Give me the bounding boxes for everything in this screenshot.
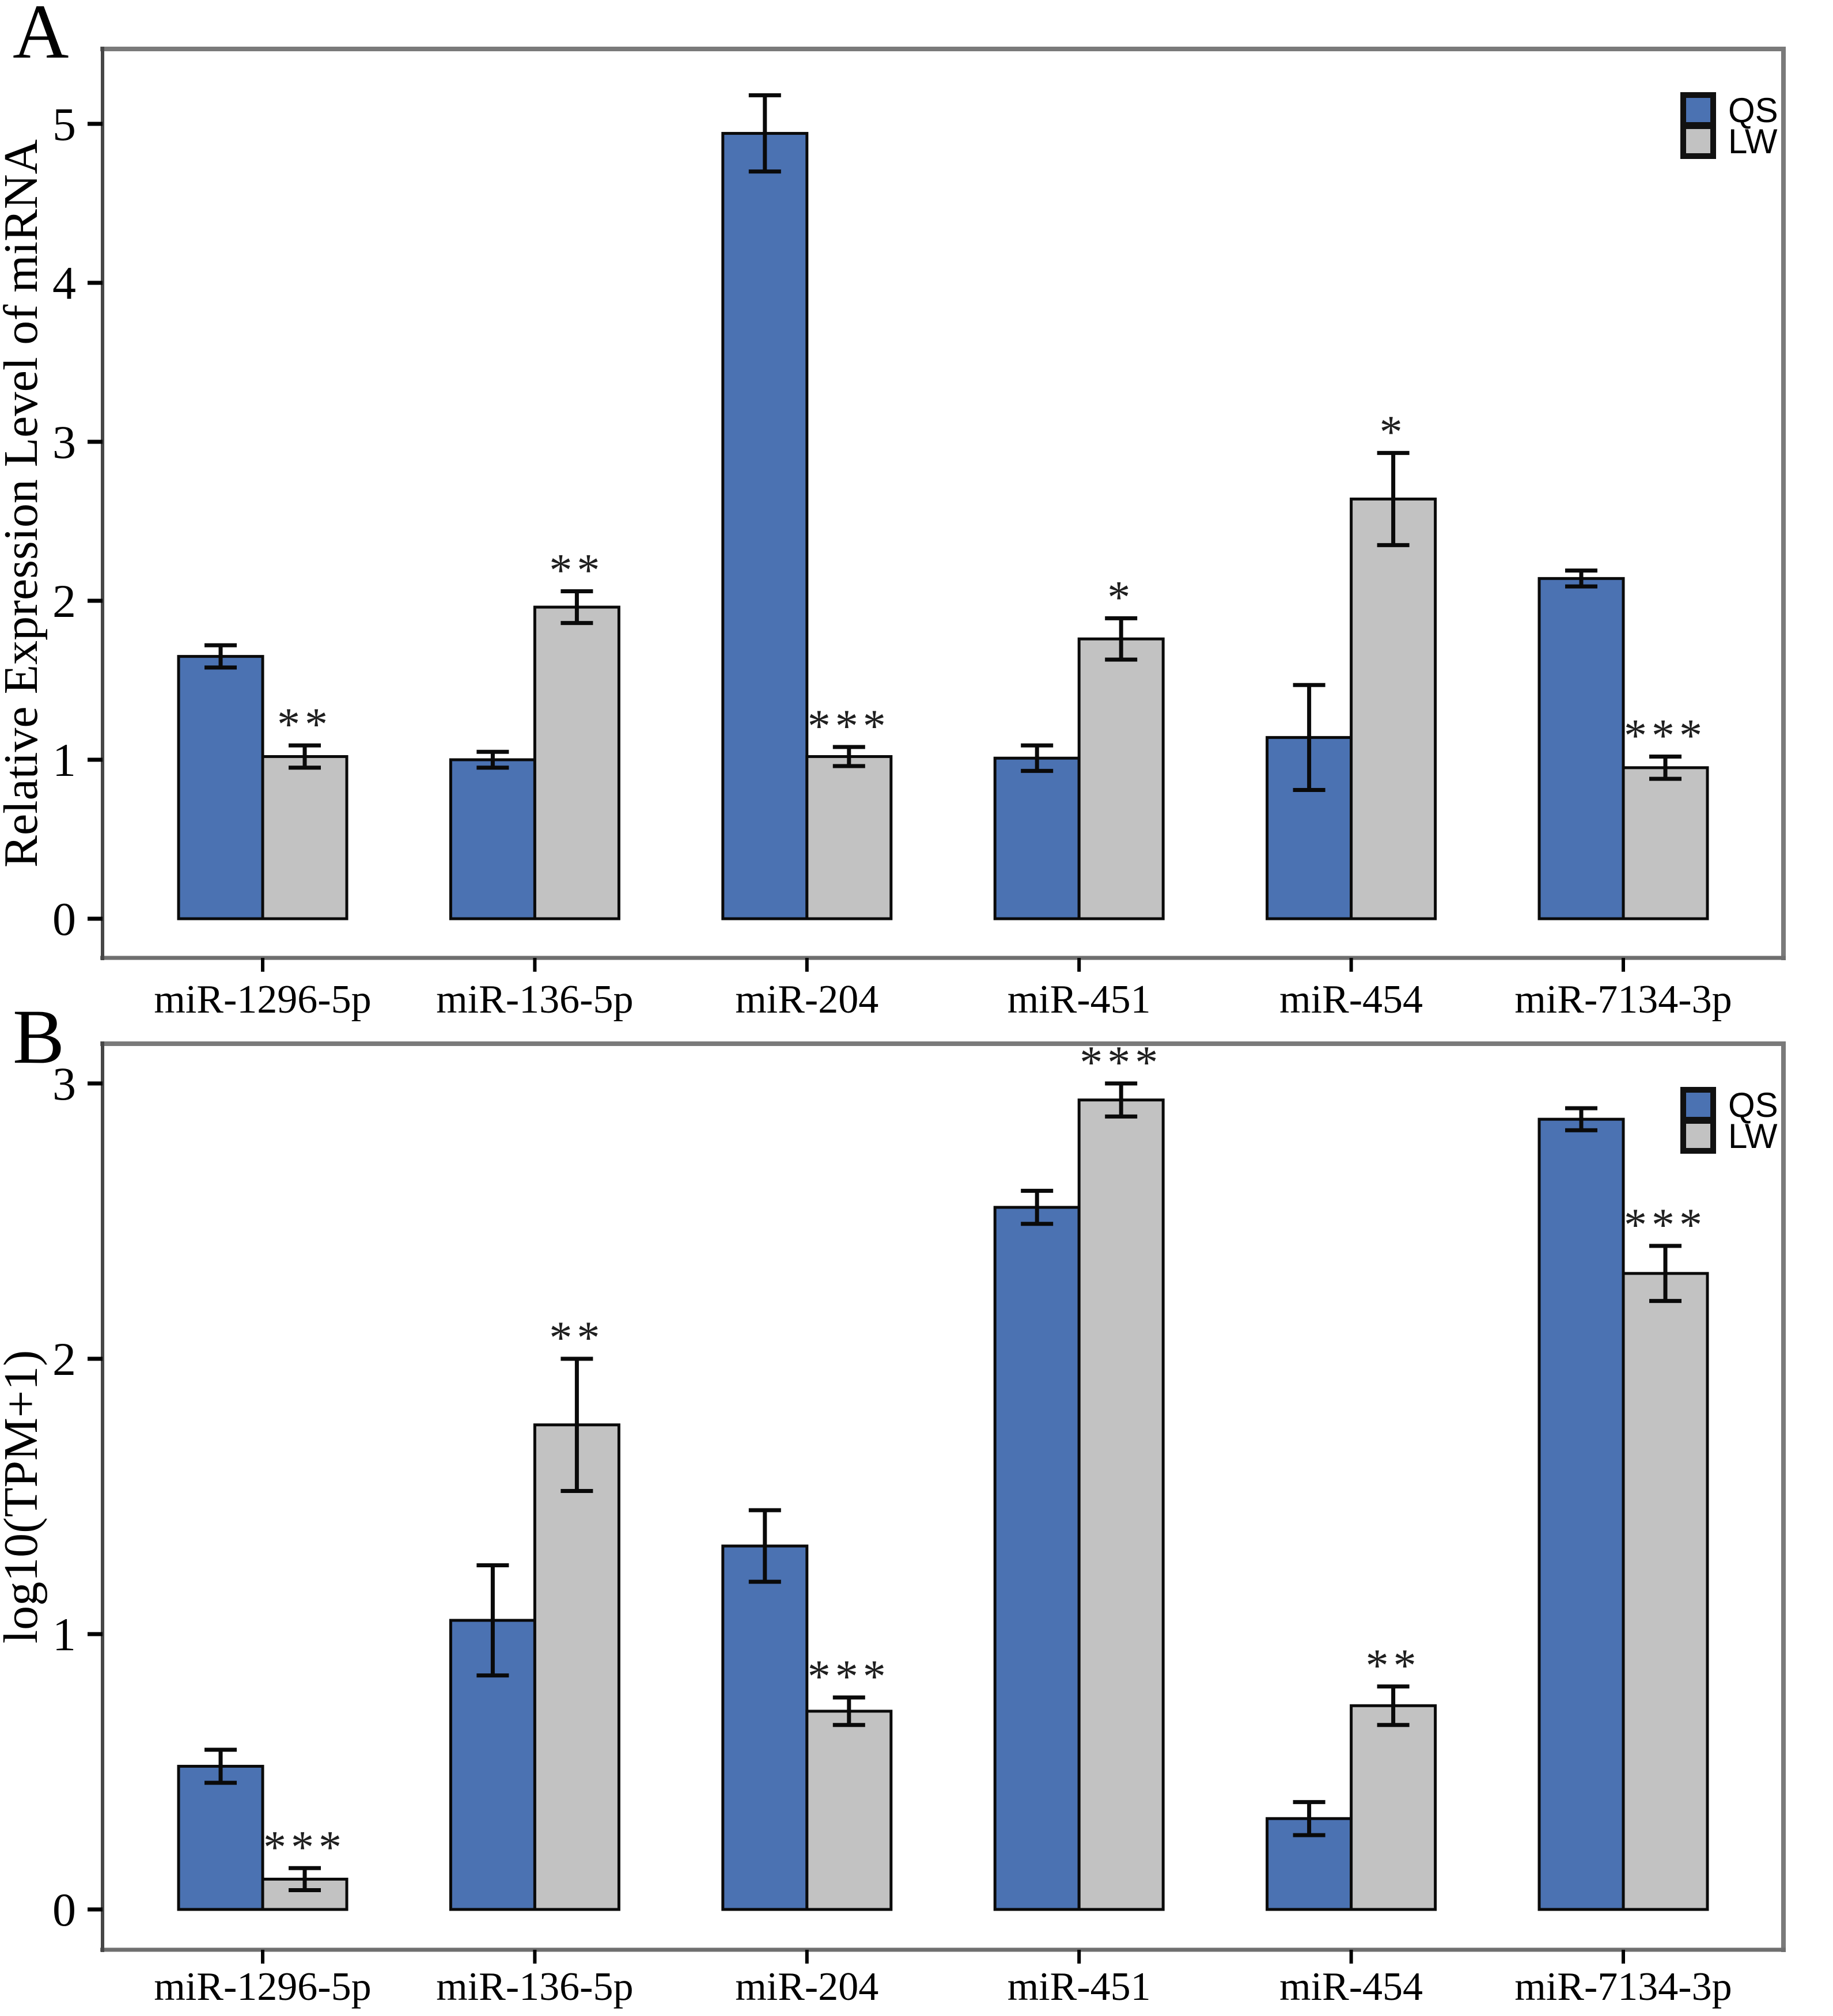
lw-bar-miR-7134-3p bbox=[1622, 766, 1709, 920]
lw-bar-miR-454 bbox=[1350, 497, 1437, 920]
y-axis-title: Relative Expression Level of miRNA bbox=[0, 139, 48, 867]
legend-label-lw: LW bbox=[1728, 122, 1778, 161]
significance-stars-miR-204: *** bbox=[808, 1651, 891, 1702]
x-tick-label-miR-204: miR-204 bbox=[735, 1965, 878, 2009]
qs-bar-miR-204 bbox=[721, 132, 809, 920]
qs-bar-miR-1296-5p bbox=[177, 655, 264, 920]
panel-b: 0 1 2 3 log10(TPM+1) B *** miR-1296-5p ** miR-136… bbox=[0, 994, 1786, 2009]
y-tick-label: 5 bbox=[52, 98, 76, 150]
lw-bar-miR-454 bbox=[1350, 1704, 1437, 1911]
qs-error-bar bbox=[476, 1563, 509, 1678]
y-tick-label: 1 bbox=[52, 734, 76, 786]
qs-error-bar bbox=[1293, 1800, 1325, 1837]
legend-label-lw: LW bbox=[1728, 1117, 1778, 1155]
qs-error-bar bbox=[1021, 743, 1054, 773]
significance-stars-miR-7134-3p: *** bbox=[1624, 1200, 1707, 1250]
x-tick-label-miR-7134-3p: miR-7134-3p bbox=[1514, 1965, 1732, 2009]
significance-stars-miR-1296-5p: *** bbox=[263, 1822, 346, 1873]
panel-letter: B bbox=[13, 994, 65, 1080]
significance-stars-miR-204: *** bbox=[808, 701, 891, 752]
lw-error-bar bbox=[289, 1866, 321, 1893]
x-tick-label-miR-204: miR-204 bbox=[735, 977, 878, 1022]
legend-swatch-qs bbox=[1680, 92, 1716, 128]
panel-letter: A bbox=[13, 0, 69, 75]
lw-error-bar bbox=[560, 589, 593, 626]
x-tick-label-miR-454: miR-454 bbox=[1279, 977, 1423, 1022]
y-tick-label: 3 bbox=[52, 1058, 76, 1110]
qs-error-bar bbox=[1293, 683, 1325, 792]
significance-stars-miR-451: * bbox=[1107, 572, 1135, 623]
lw-error-bar bbox=[1105, 616, 1138, 662]
y-tick-label: 1 bbox=[52, 1608, 76, 1661]
lw-bar-miR-136-5p bbox=[533, 605, 620, 920]
lw-bar-miR-1296-5p bbox=[261, 755, 349, 920]
lw-error-bar bbox=[1649, 754, 1681, 781]
legend-swatch-lw bbox=[1680, 123, 1716, 159]
x-tick-label-miR-1296-5p: miR-1296-5p bbox=[154, 977, 371, 1022]
legend-swatch-lw bbox=[1680, 1118, 1716, 1154]
lw-error-bar bbox=[1377, 450, 1410, 547]
x-tick-label-miR-136-5p: miR-136-5p bbox=[436, 1965, 633, 2009]
x-tick-label-miR-454: miR-454 bbox=[1279, 1965, 1423, 2009]
x-tick-label-miR-136-5p: miR-136-5p bbox=[436, 977, 633, 1022]
lw-bar-miR-451 bbox=[1077, 637, 1165, 920]
significance-stars-miR-7134-3p: *** bbox=[1624, 710, 1707, 761]
lw-bar-miR-7134-3p bbox=[1622, 1272, 1709, 1911]
qs-error-bar bbox=[748, 1508, 781, 1584]
lw-error-bar bbox=[1377, 1684, 1410, 1727]
lw-bar-miR-136-5p bbox=[533, 1423, 620, 1911]
legend-swatch-qs bbox=[1680, 1087, 1716, 1123]
lw-error-bar bbox=[1649, 1244, 1681, 1303]
qs-bar-miR-7134-3p bbox=[1537, 1117, 1625, 1911]
qs-bar-miR-7134-3p bbox=[1537, 577, 1625, 920]
qs-bar-miR-451 bbox=[993, 1206, 1081, 1911]
lw-error-bar bbox=[832, 1695, 865, 1727]
qs-error-bar bbox=[204, 643, 237, 670]
y-tick-label: 3 bbox=[52, 416, 76, 468]
qs-error-bar bbox=[1565, 1106, 1597, 1132]
legend-label-qs: QS bbox=[1728, 1086, 1778, 1124]
lw-bar-miR-204 bbox=[805, 1710, 893, 1911]
qs-error-bar bbox=[1565, 569, 1597, 589]
x-tick-label-miR-7134-3p: miR-7134-3p bbox=[1514, 977, 1732, 1022]
y-tick-label: 0 bbox=[52, 1884, 76, 1936]
y-tick-label: 0 bbox=[52, 893, 76, 945]
x-tick-label-miR-451: miR-451 bbox=[1008, 977, 1151, 1022]
lw-bar-miR-451 bbox=[1077, 1098, 1165, 1911]
lw-error-bar bbox=[832, 745, 865, 768]
x-tick-label-miR-1296-5p: miR-1296-5p bbox=[154, 1965, 371, 2009]
significance-stars-miR-136-5p: ** bbox=[549, 545, 604, 596]
significance-stars-miR-136-5p: ** bbox=[549, 1313, 604, 1363]
y-tick-label: 2 bbox=[52, 1333, 76, 1385]
lw-error-bar bbox=[1105, 1081, 1138, 1119]
y-tick-label: 4 bbox=[52, 257, 76, 309]
y-axis-title: log10(TPM+1) bbox=[0, 1350, 48, 1643]
qs-error-bar bbox=[204, 1748, 237, 1785]
lw-error-bar bbox=[560, 1356, 593, 1493]
significance-stars-miR-454: ** bbox=[1366, 1640, 1421, 1691]
lw-bar-miR-204 bbox=[805, 755, 893, 920]
legend-label-qs: QS bbox=[1728, 91, 1778, 130]
qs-bar-miR-451 bbox=[993, 756, 1081, 920]
qs-error-bar bbox=[476, 749, 509, 770]
qs-error-bar bbox=[748, 93, 781, 174]
qs-error-bar bbox=[1021, 1188, 1054, 1226]
qs-bar-miR-204 bbox=[721, 1544, 809, 1911]
significance-stars-miR-454: * bbox=[1380, 407, 1407, 457]
lw-error-bar bbox=[289, 743, 321, 770]
qs-bar-miR-1296-5p bbox=[177, 1764, 264, 1911]
y-tick-label: 2 bbox=[52, 575, 76, 627]
significance-stars-miR-451: *** bbox=[1080, 1037, 1162, 1088]
significance-stars-miR-1296-5p: ** bbox=[277, 699, 332, 750]
qs-bar-miR-136-5p bbox=[449, 758, 536, 920]
x-tick-label-miR-451: miR-451 bbox=[1008, 1965, 1151, 2009]
